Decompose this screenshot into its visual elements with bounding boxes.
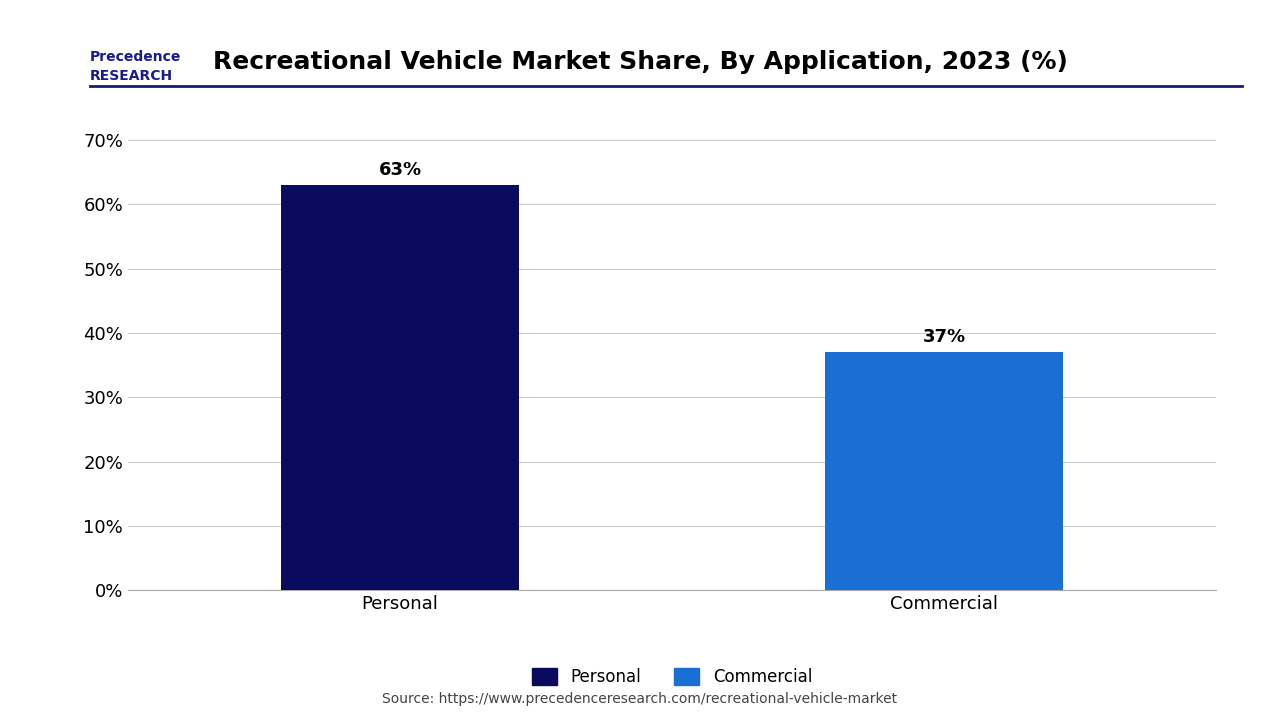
Text: Recreational Vehicle Market Share, By Application, 2023 (%): Recreational Vehicle Market Share, By Ap…: [212, 50, 1068, 74]
Text: 37%: 37%: [923, 328, 965, 346]
Legend: Personal, Commercial: Personal, Commercial: [525, 662, 819, 693]
Text: 63%: 63%: [379, 161, 421, 179]
Bar: [826, 352, 1062, 590]
Bar: [282, 185, 518, 590]
Text: Source: https://www.precedenceresearch.com/recreational-vehicle-market: Source: https://www.precedenceresearch.c…: [383, 692, 897, 706]
Text: Precedence
RESEARCH: Precedence RESEARCH: [90, 50, 180, 83]
